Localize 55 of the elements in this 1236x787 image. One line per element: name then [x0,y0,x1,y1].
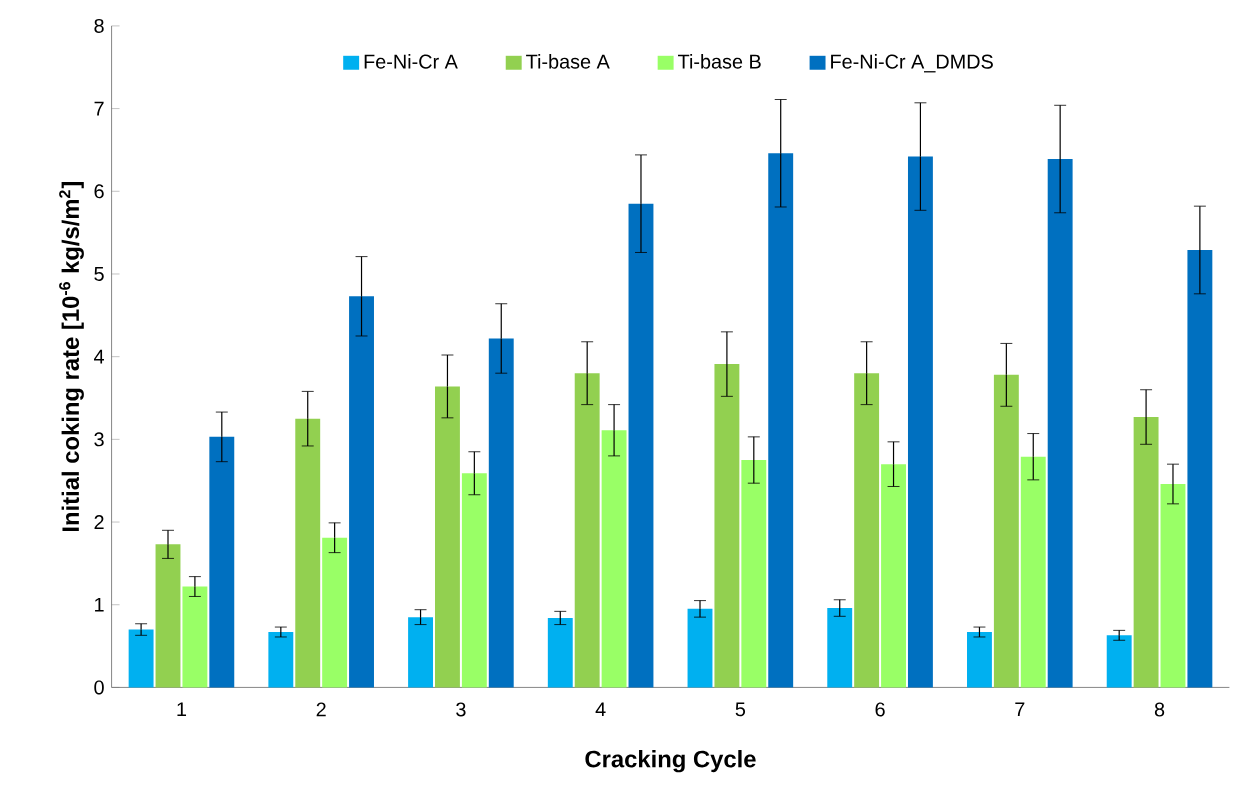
bar [993,374,1019,688]
bar [1133,417,1159,688]
bar [574,373,600,688]
x-axis-title: Cracking Cycle [585,750,756,773]
y-tick-label: 6 [94,184,104,199]
x-tick-label: 3 [456,702,466,717]
y-tick-label: 2 [94,515,104,529]
y-tick-label: 0 [94,680,104,695]
x-tick-label: 8 [1154,702,1165,717]
bar [295,418,321,688]
y-tick-label: 7 [94,101,104,116]
bar [628,203,654,688]
bar [349,296,374,688]
bar [687,608,713,688]
bar [547,617,573,688]
y-tick-label: 8 [94,18,104,33]
x-tick-label: 6 [875,702,885,717]
bar [881,464,906,688]
x-tick-label: 7 [1015,702,1025,717]
y-tick-label: 3 [94,432,104,447]
bar [268,632,294,688]
bar [601,430,627,688]
bar [1047,159,1073,688]
y-tick-label: 4 [94,349,104,364]
x-tick-label: 4 [595,702,606,717]
bar [854,373,880,688]
y-tick-label: 1 [95,597,104,612]
bar [1160,483,1186,688]
x-tick-label: 2 [316,702,326,717]
bar [488,338,514,688]
legend-label: Ti-base B [678,54,761,69]
bar [714,364,740,688]
bar [408,617,434,688]
bar [967,632,992,688]
y-axis-title: Initial coking rate [10$^{-6}$ kg/s/m$^{2}$] [59,182,84,532]
bar [322,537,348,688]
bar [155,544,181,688]
bar [209,436,235,688]
bar [435,386,460,688]
bar [128,629,154,688]
y-tick-label: 5 [94,267,104,281]
bar [1106,635,1132,688]
bar [827,608,853,688]
bar [1020,456,1046,688]
bar [182,586,208,688]
x-tick-label: 1 [177,702,187,717]
legend-label: Ti-base A [526,54,610,69]
bar [907,156,933,688]
x-tick-label: 5 [735,702,746,717]
bar [1187,249,1213,688]
bar [461,473,487,688]
legend-label: Fe-Ni-Cr A_DMDS [831,54,993,73]
legend-label: Fe-Ni-Cr A [364,54,458,69]
bar [768,153,794,688]
bar [741,460,767,688]
